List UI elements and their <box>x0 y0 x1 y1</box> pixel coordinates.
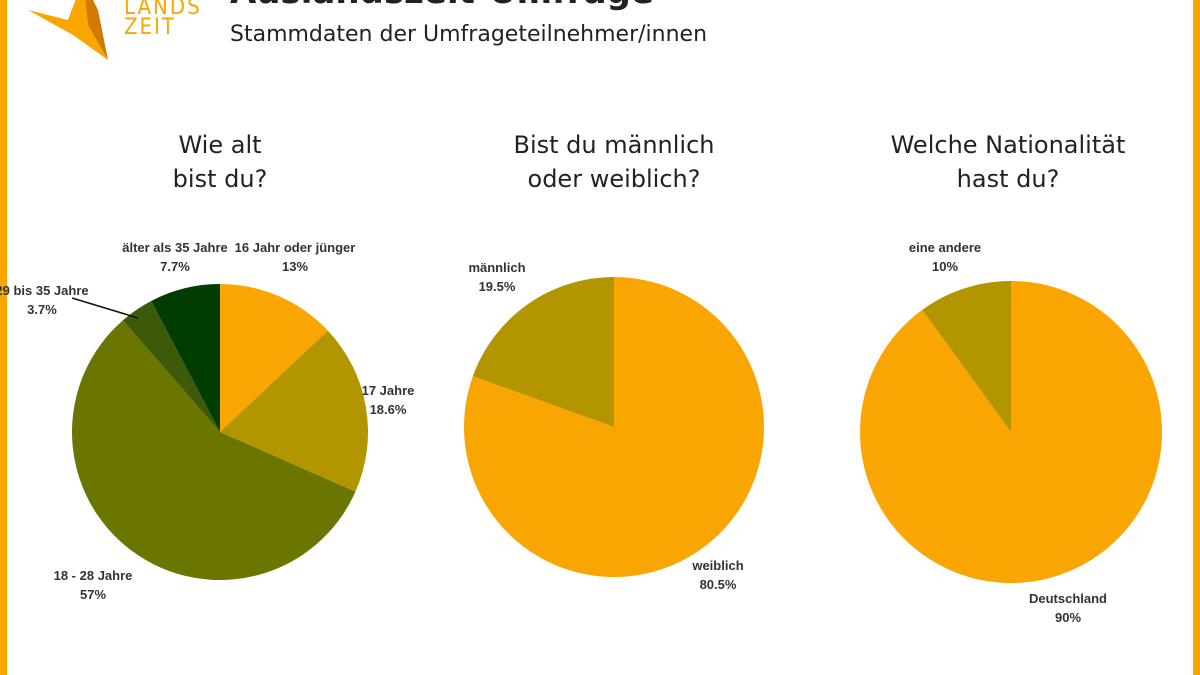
slice-category-label: eine andere <box>909 240 981 255</box>
pie-slice <box>472 277 614 427</box>
slice-value-label: 10% <box>932 259 958 274</box>
slice-category-label: 16 Jahr oder jünger <box>235 240 356 255</box>
pie-slice <box>151 284 220 432</box>
slice-category-label: männlich <box>468 260 525 275</box>
chart-title-gender: Bist du männlich oder weiblich? <box>513 131 715 193</box>
pie-slice <box>122 300 220 432</box>
slice-category-label: Deutschland <box>1029 591 1107 606</box>
page-subtitle: Stammdaten der Umfrageteilnehmer/innen <box>230 22 708 47</box>
pie-slice <box>220 330 368 492</box>
slice-value-label: 3.7% <box>27 302 57 317</box>
slice-category-label: weiblich <box>691 558 743 573</box>
slice-category-label: älter als 35 Jahre <box>122 240 228 255</box>
pie-slice <box>922 281 1011 432</box>
logo-text-2: ZEIT <box>124 15 176 40</box>
slice-value-label: 18.6% <box>370 402 407 417</box>
leader-line <box>71 297 139 319</box>
slice-category-label: 29 bis 35 Jahre <box>0 283 89 298</box>
slice-category-label: 17 Jahre <box>362 383 415 398</box>
page-title: Auslandszeit-Umfrage <box>230 0 654 12</box>
slice-value-label: 57% <box>80 587 106 602</box>
slice-value-label: 7.7% <box>160 259 190 274</box>
right-border <box>1193 0 1200 675</box>
chart-title-age: Wie alt bist du? <box>172 131 268 193</box>
slice-category-label: 18 - 28 Jahre <box>54 568 133 583</box>
pie-slice <box>72 320 356 581</box>
left-border <box>0 0 7 675</box>
slice-value-label: 19.5% <box>479 279 516 294</box>
chart-title-nationality: Welche Nationalität hast du? <box>890 131 1126 193</box>
pie-slice <box>220 284 328 432</box>
slice-value-label: 80.5% <box>700 577 737 592</box>
slice-value-label: 90% <box>1055 610 1081 625</box>
logo-text-1: LANDS <box>124 0 202 20</box>
slice-value-label: 13% <box>282 259 308 274</box>
logo-star-icon <box>28 0 108 60</box>
